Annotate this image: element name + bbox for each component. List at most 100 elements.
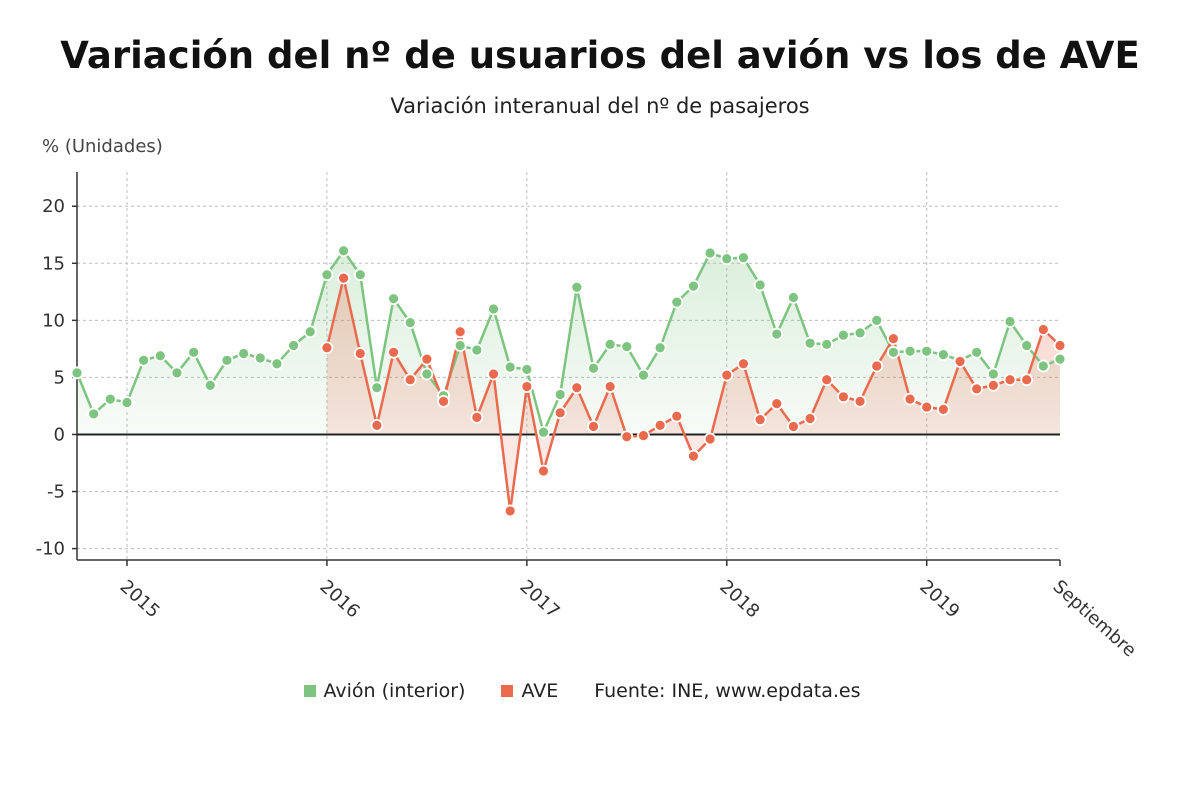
point-ave: [670, 409, 684, 423]
point-avion: [1003, 315, 1017, 328]
point-avion: [986, 367, 1000, 381]
y-tick-label: -10: [36, 539, 65, 560]
point-avion: [520, 363, 534, 376]
point-avion: [170, 366, 184, 380]
point-ave: [570, 381, 584, 395]
point-avion: [637, 368, 650, 382]
point-avion: [403, 316, 417, 330]
point-ave: [470, 410, 484, 424]
point-ave: [920, 400, 934, 414]
chart-title: Variación del nº de usuarios del avión v…: [60, 34, 1140, 77]
point-ave: [403, 373, 417, 387]
point-avion: [753, 278, 767, 292]
y-tick-label: 0: [54, 424, 65, 445]
point-avion: [920, 344, 934, 358]
point-ave: [503, 504, 517, 518]
point-avion: [1020, 339, 1034, 352]
point-ave: [387, 345, 400, 359]
point-avion: [87, 407, 101, 421]
area-ave: [326, 278, 1060, 511]
legend-item-ave[interactable]: AVE: [501, 680, 558, 702]
point-ave: [703, 432, 717, 446]
x-tick-label: Septiembre: [1049, 576, 1140, 661]
point-avion: [553, 388, 567, 401]
point-avion: [237, 347, 251, 360]
x-tick-label: 2015: [116, 576, 164, 622]
point-avion: [837, 328, 850, 342]
y-tick-label: 20: [42, 196, 65, 217]
legend-item-avion[interactable]: Avión (interior): [303, 680, 465, 702]
point-avion: [620, 340, 634, 354]
y-tick-label: 10: [42, 310, 65, 331]
point-ave: [320, 341, 334, 355]
point-avion: [820, 337, 834, 351]
point-avion: [470, 343, 484, 357]
point-ave: [1036, 323, 1050, 336]
point-ave: [353, 347, 367, 360]
point-ave: [820, 373, 834, 387]
point-ave: [337, 271, 350, 285]
point-ave: [687, 449, 700, 463]
point-avion: [187, 345, 201, 359]
point-avion: [303, 325, 317, 339]
point-ave: [1053, 339, 1067, 352]
x-tick-label: 2019: [915, 576, 963, 622]
y-tick-label: -5: [47, 482, 65, 503]
point-ave: [936, 402, 950, 416]
point-ave: [437, 394, 450, 408]
source-text: Fuente: INE, www.epdata.es: [594, 680, 861, 702]
point-ave: [553, 406, 567, 420]
point-avion: [503, 360, 517, 374]
point-ave: [903, 392, 917, 406]
legend-source: Fuente: INE, www.epdata.es: [594, 680, 860, 702]
point-avion: [370, 381, 384, 395]
point-avion: [537, 425, 550, 439]
point-ave: [587, 420, 600, 433]
point-avion: [270, 357, 284, 371]
point-ave: [853, 394, 867, 408]
point-avion: [253, 351, 267, 365]
point-avion: [203, 378, 217, 392]
point-ave: [1020, 373, 1034, 387]
point-ave: [370, 418, 384, 432]
point-avion: [886, 345, 900, 359]
x-tick-label: 2017: [516, 576, 564, 622]
point-ave: [1003, 373, 1017, 387]
point-avion: [903, 344, 917, 358]
point-avion: [653, 341, 667, 355]
point-avion: [420, 367, 434, 381]
point-ave: [737, 357, 750, 371]
legend: Avión (interior) AVE Fuente: INE, www.ep…: [0, 680, 1200, 702]
point-ave: [653, 418, 667, 432]
point-avion: [353, 268, 367, 282]
y-axis-label: % (Unidades): [42, 136, 163, 157]
y-tick-label: 15: [42, 253, 65, 274]
legend-swatch-avion: [303, 685, 316, 697]
point-avion: [670, 295, 684, 309]
point-ave: [837, 390, 850, 404]
point-ave: [620, 430, 634, 444]
y-tick-label: 5: [54, 367, 65, 388]
point-ave: [770, 397, 784, 411]
point-ave: [870, 359, 884, 373]
legend-label-ave: AVE: [521, 680, 559, 702]
point-avion: [787, 291, 800, 304]
point-avion: [320, 268, 334, 282]
point-avion: [70, 366, 84, 380]
point-ave: [787, 420, 800, 433]
series-points: [70, 244, 1067, 518]
point-ave: [720, 368, 734, 382]
x-tick-label: 2018: [715, 576, 763, 622]
area-fills: [77, 250, 1060, 511]
point-avion: [587, 361, 600, 375]
point-avion: [853, 326, 867, 340]
point-avion: [720, 252, 734, 266]
point-avion: [287, 339, 300, 352]
point-avion: [337, 244, 350, 258]
point-ave: [537, 464, 550, 478]
point-avion: [603, 337, 617, 351]
point-ave: [753, 413, 767, 427]
chart-subtitle: Variación interanual del nº de pasajeros: [390, 94, 810, 118]
